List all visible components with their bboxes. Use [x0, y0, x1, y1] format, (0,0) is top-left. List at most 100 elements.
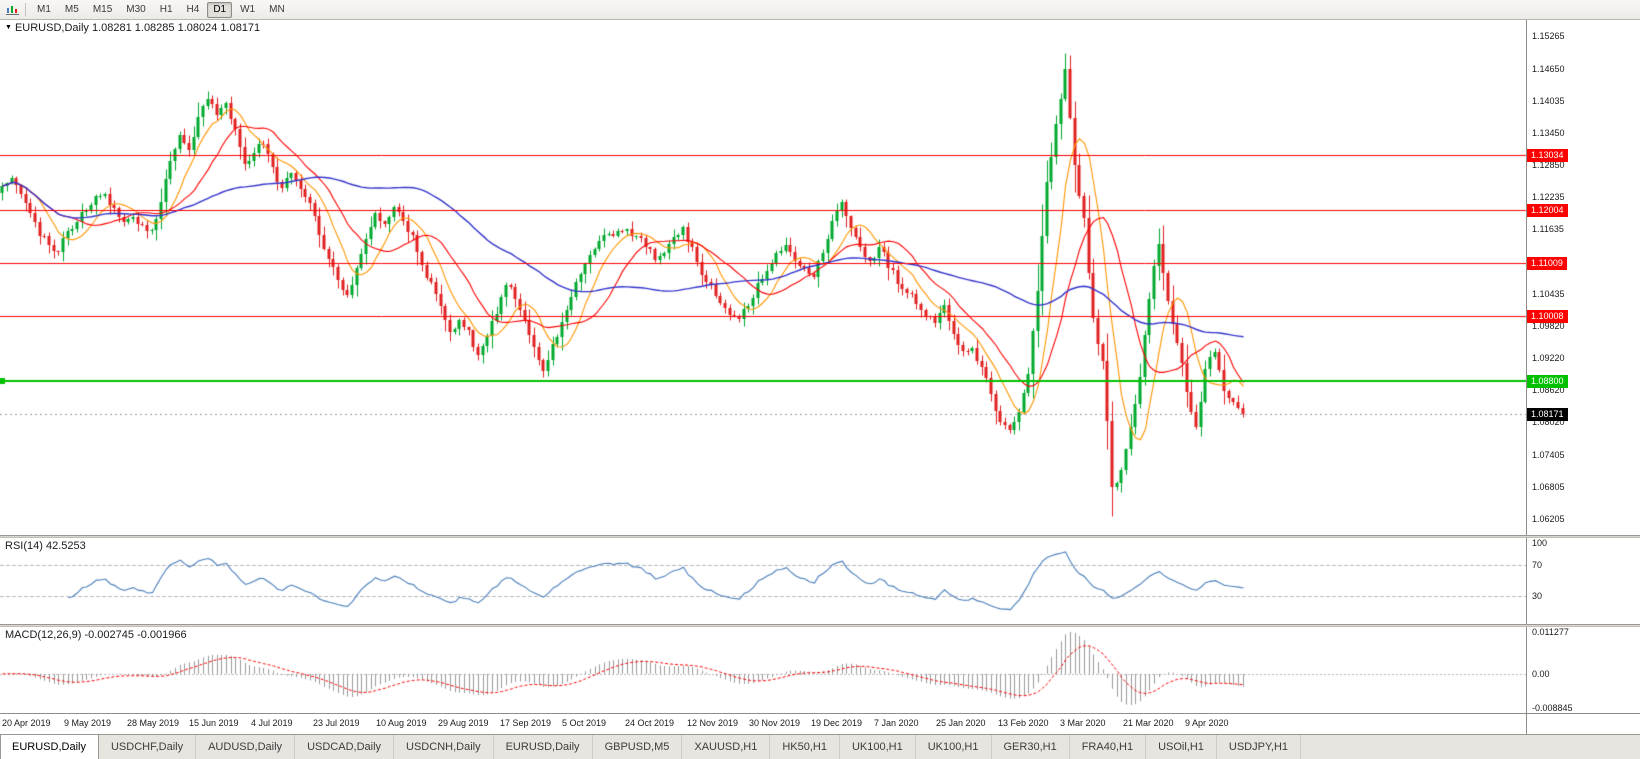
axis-corner — [1526, 714, 1640, 734]
price-tick: 1.07405 — [1532, 450, 1565, 461]
date-label: 20 Apr 2019 — [2, 718, 51, 728]
timeframe-button-d1[interactable]: D1 — [207, 1, 233, 18]
price-tick: 1.06205 — [1532, 514, 1565, 525]
rsi-axis[interactable]: 100 70 30 — [1526, 538, 1640, 624]
tab-ger30-h1[interactable]: GER30,H1 — [992, 735, 1070, 759]
support-price-chip: 1.08800 — [1527, 374, 1568, 388]
price-tick: 1.12850 — [1532, 159, 1565, 170]
date-label: 7 Jan 2020 — [874, 718, 919, 728]
rsi-canvas[interactable] — [0, 538, 1526, 624]
tab-usdjpy-h1[interactable]: USDJPY,H1 — [1217, 735, 1302, 759]
chart-area: ▼ EURUSD,Daily 1.08281 1.08285 1.08024 1.… — [0, 20, 1640, 734]
main-chart-plot[interactable]: ▼ EURUSD,Daily 1.08281 1.08285 1.08024 1.… — [0, 20, 1526, 535]
date-label: 29 Aug 2019 — [438, 718, 489, 728]
timeframe-button-m1[interactable]: M1 — [37, 3, 51, 15]
price-tick: 1.09220 — [1532, 353, 1565, 364]
tab-uk100-h1[interactable]: UK100,H1 — [916, 735, 992, 759]
macd-axis[interactable]: 0.011277 0.00 -0.008845 — [1526, 627, 1640, 713]
periods-toolbar: M1 M5 M15 M30 H1 H4 D1 W1 MN — [0, 0, 1640, 20]
timeframe-button-m15[interactable]: M15 — [92, 3, 113, 15]
date-label: 15 Jun 2019 — [189, 718, 239, 728]
price-axis[interactable]: 1.15265 1.14650 1.14035 1.13450 1.12850 1.122… — [1526, 20, 1640, 535]
rsi-panel: RSI(14) 42.5253 100 70 30 — [0, 538, 1640, 624]
main-chart-canvas[interactable] — [0, 20, 1526, 535]
resistance-price-chip: 1.13034 — [1527, 148, 1568, 162]
price-tick: 1.15265 — [1532, 30, 1565, 41]
main-chart-panel: ▼ EURUSD,Daily 1.08281 1.08285 1.08024 1.… — [0, 20, 1640, 535]
current-price-chip: 1.08171 — [1527, 408, 1568, 422]
tab-audusd-daily[interactable]: AUDUSD,Daily — [196, 735, 296, 759]
tab-gbpusd-m5[interactable]: GBPUSD,M5 — [593, 735, 683, 759]
timeframe-button-m30[interactable]: M30 — [126, 3, 146, 15]
tab-eurusd-daily[interactable]: EURUSD,Daily — [0, 735, 99, 759]
chart-title: ▼ EURUSD,Daily 1.08281 1.08285 1.08024 1.… — [5, 22, 260, 34]
tab-eurusd-daily[interactable]: EURUSD,Daily — [494, 735, 593, 759]
date-label: 12 Nov 2019 — [687, 718, 739, 728]
resistance-price-chip: 1.11009 — [1527, 256, 1567, 270]
timeframe-buttons: M1 M5 M15 M30 H1 H4 D1 W1 MN — [30, 1, 292, 18]
tab-usdchf-daily[interactable]: USDCHF,Daily — [99, 735, 197, 759]
tab-fra40-h1[interactable]: FRA40,H1 — [1070, 735, 1147, 759]
tab-usdcnh-daily[interactable]: USDCNH,Daily — [394, 735, 494, 759]
price-tick: 1.13450 — [1532, 127, 1565, 138]
date-label: 19 Dec 2019 — [811, 718, 863, 728]
date-label: 17 Sep 2019 — [500, 718, 552, 728]
chart-title-text: EURUSD,Daily 1.08281 1.08285 1.08024 1.0… — [14, 22, 261, 34]
date-label: 5 Oct 2019 — [562, 718, 607, 728]
macd-panel: MACD(12,26,9) -0.002745 -0.001966 0.0112… — [0, 627, 1640, 713]
rsi-tick: 70 — [1532, 559, 1543, 570]
chart-icon[interactable] — [3, 2, 21, 17]
tab-usdcad-daily[interactable]: USDCAD,Daily — [295, 735, 395, 759]
tab-usoil-h1[interactable]: USOil,H1 — [1146, 735, 1217, 759]
rsi-label: RSI(14) 42.5253 — [5, 540, 86, 552]
rsi-tick: 30 — [1532, 591, 1543, 602]
macd-label: MACD(12,26,9) -0.002745 -0.001966 — [5, 629, 187, 641]
date-label: 21 Mar 2020 — [1123, 718, 1174, 728]
price-tick: 1.06805 — [1532, 482, 1565, 493]
price-tick: 1.08020 — [1532, 417, 1565, 428]
price-tick: 1.10435 — [1532, 288, 1565, 299]
price-tick: 1.14650 — [1532, 63, 1565, 74]
date-label: 3 Mar 2020 — [1060, 718, 1106, 728]
rsi-tick: 100 — [1532, 538, 1548, 548]
panel-separator-rsi[interactable] — [0, 535, 1640, 538]
tab-xauusd-h1[interactable]: XAUUSD,H1 — [682, 735, 771, 759]
macd-plot[interactable]: MACD(12,26,9) -0.002745 -0.001966 — [0, 627, 1526, 713]
timeframe-button-m5[interactable]: M5 — [64, 3, 79, 15]
resistance-price-chip: 1.12004 — [1527, 203, 1568, 217]
date-label: 4 Jul 2019 — [251, 718, 293, 728]
date-label: 28 May 2019 — [127, 718, 180, 728]
time-axis-row: 20 Apr 2019 9 May 2019 28 May 2019 15 Jun 2… — [0, 713, 1640, 734]
tab-uk100-h1[interactable]: UK100,H1 — [840, 735, 916, 759]
date-label: 25 Jan 2020 — [936, 718, 986, 728]
time-axis[interactable]: 20 Apr 2019 9 May 2019 28 May 2019 15 Jun 2… — [0, 714, 1526, 734]
timeframe-button-mn[interactable]: MN — [269, 3, 285, 15]
price-tick: 1.12235 — [1532, 192, 1565, 203]
date-label: 13 Feb 2020 — [998, 718, 1049, 728]
date-label: 23 Jul 2019 — [313, 718, 360, 728]
date-label: 9 Apr 2020 — [1185, 718, 1229, 728]
price-tick: 1.14035 — [1532, 96, 1565, 107]
timeframe-button-h4[interactable]: H4 — [186, 3, 200, 15]
date-label: 24 Oct 2019 — [625, 718, 675, 728]
timeframe-button-h1[interactable]: H1 — [159, 3, 173, 15]
rsi-plot[interactable]: RSI(14) 42.5253 — [0, 538, 1526, 624]
macd-tick: 0.011277 — [1532, 627, 1569, 637]
date-label: 10 Aug 2019 — [376, 718, 427, 728]
price-tick: 1.09820 — [1532, 321, 1565, 332]
price-tick: 1.11635 — [1532, 224, 1564, 235]
toolbar-separator — [25, 3, 26, 16]
panel-separator-macd[interactable] — [0, 624, 1640, 627]
macd-canvas[interactable] — [0, 627, 1526, 713]
date-label: 9 May 2019 — [64, 718, 112, 728]
macd-tick: 0.00 — [1532, 668, 1550, 679]
timeframe-button-w1[interactable]: W1 — [240, 3, 256, 15]
date-label: 30 Nov 2019 — [749, 718, 801, 728]
tab-hk50-h1[interactable]: HK50,H1 — [770, 735, 840, 759]
resistance-price-chip: 1.10008 — [1527, 310, 1568, 324]
chart-marker-icon: ▼ — [5, 24, 12, 31]
chart-tabs-bar: EURUSD,Daily USDCHF,Daily AUDUSD,Daily USDC… — [0, 734, 1640, 759]
macd-tick: -0.008845 — [1532, 702, 1573, 713]
price-tick: 1.08620 — [1532, 385, 1565, 396]
